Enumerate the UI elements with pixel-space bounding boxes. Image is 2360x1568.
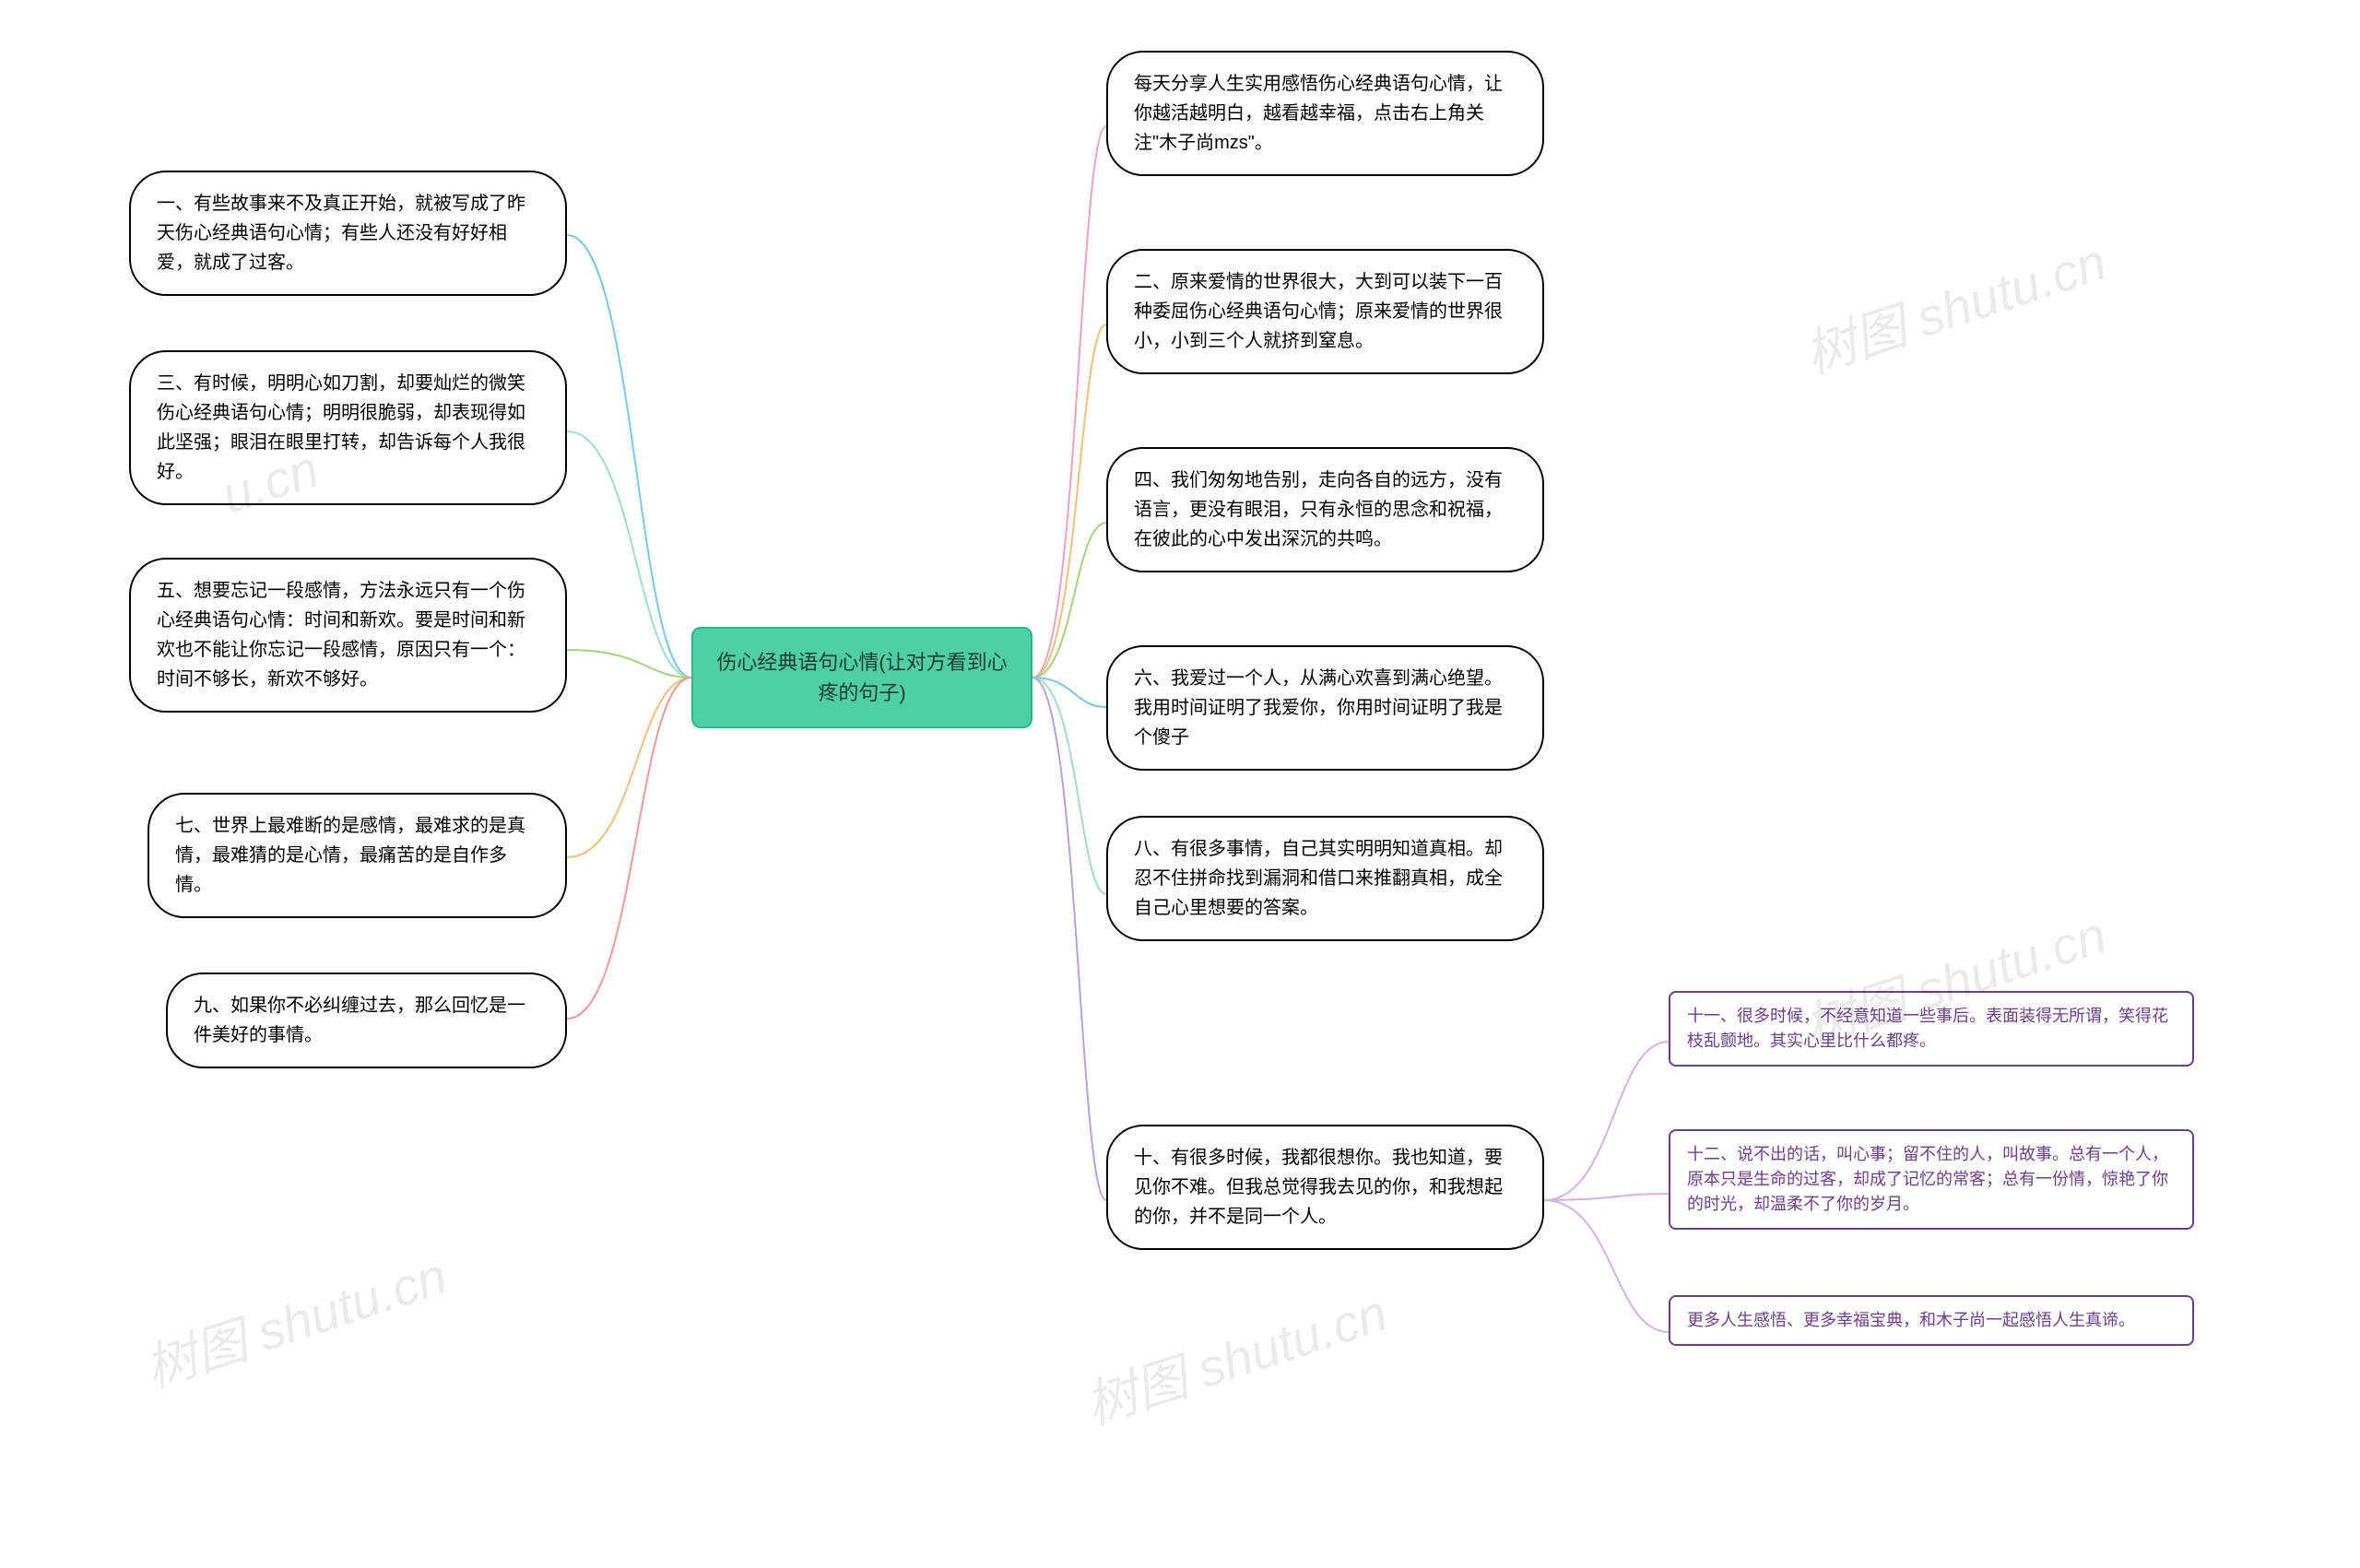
conn-sub-1 xyxy=(1544,1194,1669,1200)
conn-sub-2 xyxy=(1544,1200,1669,1332)
right-text-3: 六、我爱过一个人，从满心欢喜到满心绝望。我用时间证明了我爱你，你用时间证明了我是… xyxy=(1134,668,1503,748)
right-text-4: 八、有很多事情，自己其实明明知道真相。却忍不住拼命找到漏洞和借口来推翻真相，成全… xyxy=(1134,839,1503,918)
right-node-5: 十、有很多时候，我都很想你。我也知道，要见你不难。但我总觉得我去见的你，和我想起… xyxy=(1106,1125,1544,1250)
conn-left-2 xyxy=(567,650,691,678)
conn-right-1 xyxy=(1032,324,1106,678)
right-node-4: 八、有很多事情，自己其实明明知道真相。却忍不住拼命找到漏洞和借口来推翻真相，成全… xyxy=(1106,816,1544,941)
left-node-1: 三、有时候，明明心如刀割，却要灿烂的微笑伤心经典语句心情；明明很脆弱，却表现得如… xyxy=(129,350,567,505)
right-node-2: 四、我们匆匆地告别，走向各自的远方，没有语言，更没有眼泪，只有永恒的思念和祝福，… xyxy=(1106,447,1544,572)
left-text-0: 一、有些故事来不及真正开始，就被写成了昨天伤心经典语句心情；有些人还没有好好相爱… xyxy=(157,194,525,273)
watermark-2: 树图 shutu.cn xyxy=(1075,1272,1396,1440)
conn-left-0 xyxy=(567,235,691,678)
conn-right-3 xyxy=(1032,678,1106,707)
right-text-1: 二、原来爱情的世界很大，大到可以装下一百种委屈伤心经典语句心情；原来爱情的世界很… xyxy=(1134,272,1503,351)
left-node-3: 七、世界上最难断的是感情，最难求的是真情，最难猜的是心情，最痛苦的是自作多情。 xyxy=(148,793,567,918)
conn-right-0 xyxy=(1032,126,1106,678)
left-text-4: 九、如果你不必纠缠过去，那么回忆是一件美好的事情。 xyxy=(194,996,525,1045)
sub-text-1: 十二、说不出的话，叫心事；留不住的人，叫故事。总有一个人，原本只是生命的过客，却… xyxy=(1687,1145,2168,1213)
right-text-2: 四、我们匆匆地告别，走向各自的远方，没有语言，更没有眼泪，只有永恒的思念和祝福，… xyxy=(1134,470,1503,549)
right-text-5: 十、有很多时候，我都很想你。我也知道，要见你不难。但我总觉得我去见的你，和我想起… xyxy=(1134,1148,1503,1227)
right-node-1: 二、原来爱情的世界很大，大到可以装下一百种委屈伤心经典语句心情；原来爱情的世界很… xyxy=(1106,249,1544,374)
watermark-1: 树图 shutu.cn xyxy=(135,1235,455,1403)
left-node-2: 五、想要忘记一段感情，方法永远只有一个伤心经典语句心情：时间和新欢。要是时间和新… xyxy=(129,558,567,713)
left-text-2: 五、想要忘记一段感情，方法永远只有一个伤心经典语句心情：时间和新欢。要是时间和新… xyxy=(157,581,525,690)
conn-right-4 xyxy=(1032,678,1106,894)
left-node-0: 一、有些故事来不及真正开始，就被写成了昨天伤心经典语句心情；有些人还没有好好相爱… xyxy=(129,171,567,296)
right-node-0: 每天分享人生实用感悟伤心经典语句心情，让你越活越明白，越看越幸福，点击右上角关注… xyxy=(1106,51,1544,176)
left-text-3: 七、世界上最难断的是感情，最难求的是真情，最难猜的是心情，最痛苦的是自作多情。 xyxy=(175,816,525,895)
conn-right-2 xyxy=(1032,523,1106,678)
conn-left-1 xyxy=(567,431,691,678)
conn-left-3 xyxy=(567,678,691,857)
center-text: 伤心经典语句心情(让对方看到心疼的句子) xyxy=(716,651,1007,704)
conn-left-4 xyxy=(567,678,691,1019)
left-node-4: 九、如果你不必纠缠过去，那么回忆是一件美好的事情。 xyxy=(166,973,567,1068)
conn-sub-0 xyxy=(1544,1042,1669,1200)
center-node: 伤心经典语句心情(让对方看到心疼的句子) xyxy=(691,627,1032,728)
conn-right-5 xyxy=(1032,678,1106,1200)
watermark-3: 树图 shutu.cn xyxy=(1794,221,2115,389)
right-node-3: 六、我爱过一个人，从满心欢喜到满心绝望。我用时间证明了我爱你，你用时间证明了我是… xyxy=(1106,645,1544,771)
sub-node-1: 十二、说不出的话，叫心事；留不住的人，叫故事。总有一个人，原本只是生命的过客，却… xyxy=(1669,1129,2194,1230)
sub-text-2: 更多人生感悟、更多幸福宝典，和木子尚一起感悟人生真谛。 xyxy=(1687,1311,2135,1329)
sub-text-0: 十一、很多时候，不经意知道一些事后。表面装得无所谓，笑得花枝乱颤地。其实心里比什… xyxy=(1687,1007,2168,1050)
left-text-1: 三、有时候，明明心如刀割，却要灿烂的微笑伤心经典语句心情；明明很脆弱，却表现得如… xyxy=(157,373,525,482)
right-text-0: 每天分享人生实用感悟伤心经典语句心情，让你越活越明白，越看越幸福，点击右上角关注… xyxy=(1134,74,1503,153)
sub-node-0: 十一、很多时候，不经意知道一些事后。表面装得无所谓，笑得花枝乱颤地。其实心里比什… xyxy=(1669,991,2194,1067)
sub-node-2: 更多人生感悟、更多幸福宝典，和木子尚一起感悟人生真谛。 xyxy=(1669,1295,2194,1346)
